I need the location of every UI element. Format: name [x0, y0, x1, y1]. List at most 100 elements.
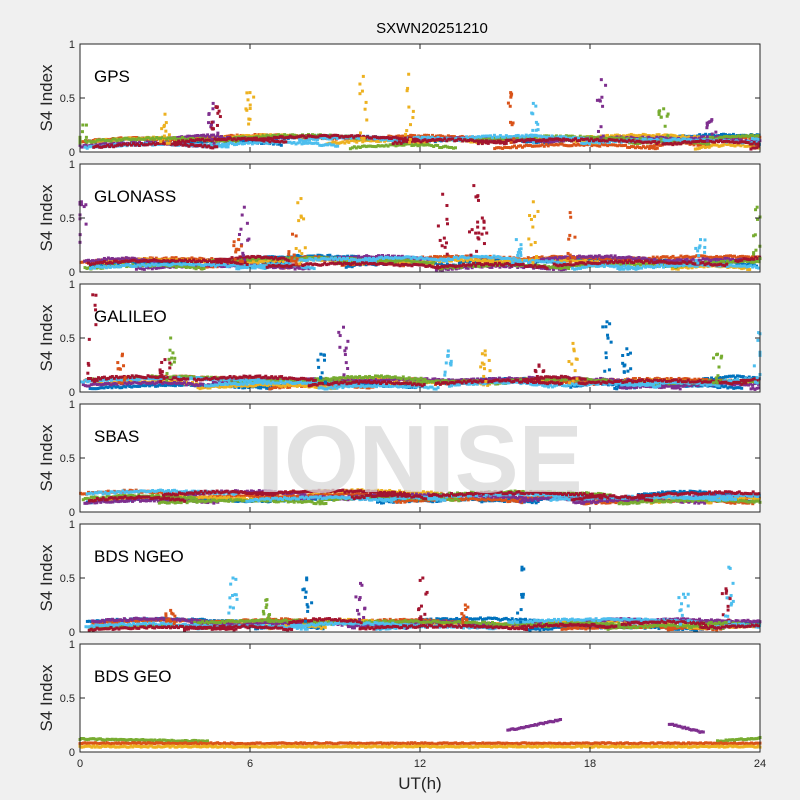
data-point	[671, 137, 675, 141]
data-point	[284, 140, 288, 144]
data-point	[312, 141, 316, 145]
data-point	[647, 138, 651, 142]
data-point	[411, 133, 415, 137]
data-point	[325, 137, 329, 141]
data-point	[532, 256, 536, 260]
data-point	[212, 141, 216, 145]
data-point	[731, 138, 735, 142]
data-point	[214, 138, 218, 142]
data-point	[242, 142, 246, 146]
data-point	[600, 142, 604, 146]
data-point	[234, 140, 238, 144]
data-point	[397, 140, 401, 144]
data-point	[687, 135, 691, 139]
data-point	[487, 136, 491, 140]
data-point	[264, 137, 268, 141]
data-point	[595, 137, 599, 141]
data-point	[524, 143, 528, 147]
data-point	[744, 134, 748, 138]
data-point	[516, 144, 520, 148]
data-point	[292, 141, 296, 145]
data-point	[440, 134, 444, 138]
data-point	[328, 135, 332, 139]
data-point	[653, 134, 657, 138]
data-point	[190, 140, 194, 144]
data-point	[525, 140, 529, 144]
data-point	[720, 140, 724, 144]
data-point	[188, 134, 192, 138]
data-point	[677, 141, 681, 145]
data-point	[530, 111, 534, 115]
data-point	[556, 135, 560, 139]
data-point	[334, 144, 338, 148]
data-point	[746, 135, 750, 139]
data-point	[377, 140, 381, 144]
data-point	[186, 134, 190, 138]
data-point	[614, 136, 618, 140]
data-point	[696, 143, 700, 147]
data-point	[442, 254, 446, 258]
data-point	[685, 140, 689, 144]
data-point	[159, 141, 163, 145]
data-point	[137, 136, 141, 140]
data-point	[318, 134, 322, 138]
data-point	[701, 138, 705, 142]
data-point	[91, 140, 95, 144]
data-point	[683, 135, 687, 139]
data-point	[691, 140, 695, 144]
data-point	[221, 142, 225, 146]
data-point	[344, 265, 348, 269]
data-point	[518, 144, 522, 148]
data-point	[606, 144, 610, 148]
data-point	[526, 144, 530, 148]
data-point	[586, 141, 590, 145]
data-point	[457, 261, 461, 265]
data-point	[532, 138, 536, 142]
data-point	[416, 135, 420, 139]
data-point	[707, 145, 711, 149]
data-point	[339, 141, 343, 145]
data-point	[254, 138, 258, 142]
data-point	[395, 136, 399, 140]
data-point	[681, 140, 685, 144]
data-point	[171, 142, 175, 146]
data-point	[84, 138, 88, 142]
data-point	[224, 138, 228, 142]
data-point	[232, 143, 236, 147]
data-point	[698, 136, 702, 140]
data-point	[659, 137, 663, 141]
data-point	[219, 143, 223, 147]
data-point	[278, 135, 282, 139]
data-point	[649, 141, 653, 145]
data-point	[737, 143, 741, 147]
data-point	[705, 135, 709, 139]
data-point	[361, 140, 365, 144]
data-point	[225, 142, 229, 146]
data-point	[739, 138, 743, 142]
data-point	[622, 144, 626, 148]
data-point	[380, 144, 384, 148]
data-point	[433, 261, 437, 265]
data-point	[408, 141, 412, 145]
data-point	[98, 142, 102, 146]
data-point	[373, 135, 377, 139]
data-point	[217, 109, 221, 113]
data-point	[562, 143, 566, 147]
data-point	[488, 134, 492, 138]
data-point	[576, 136, 580, 140]
plot-area	[80, 164, 760, 272]
data-point	[667, 142, 671, 146]
data-point	[318, 143, 322, 147]
data-point	[355, 140, 359, 144]
data-point	[617, 134, 621, 138]
data-point	[536, 122, 540, 126]
data-point	[574, 137, 578, 141]
data-point	[692, 143, 696, 147]
data-point	[207, 112, 211, 116]
data-point	[480, 139, 484, 143]
data-point	[440, 146, 444, 150]
data-point	[524, 133, 528, 137]
data-point	[276, 139, 280, 143]
data-point	[639, 146, 643, 150]
